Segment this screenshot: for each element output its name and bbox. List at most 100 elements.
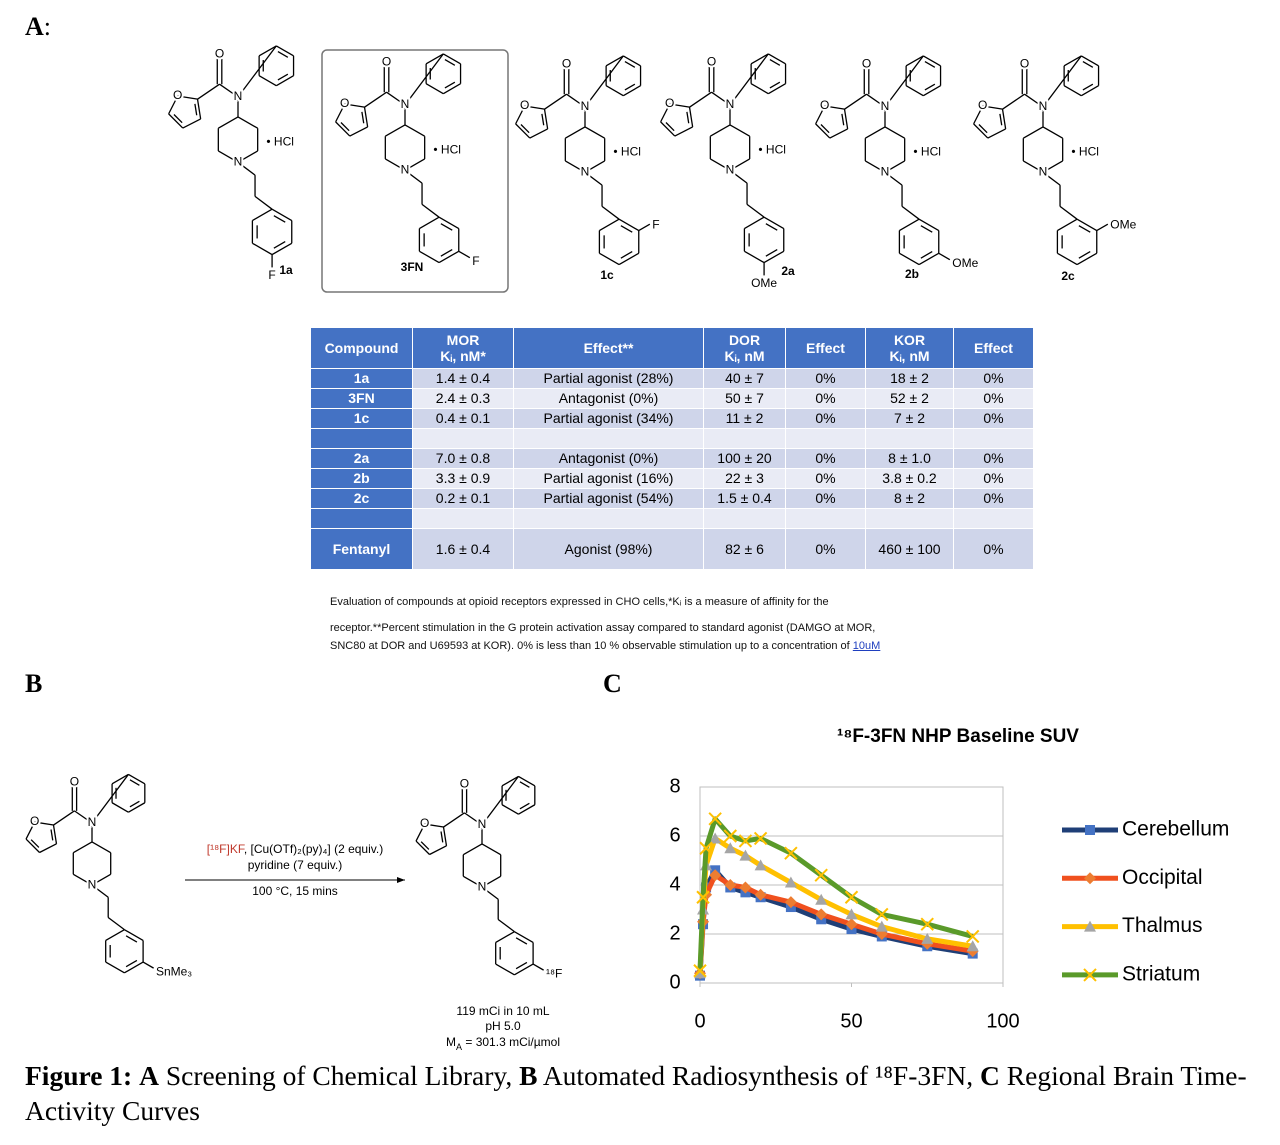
bond: [271, 242, 293, 256]
bond: [763, 250, 785, 264]
bond: [438, 250, 460, 264]
bond: [349, 126, 368, 137]
bond: [884, 126, 906, 139]
bond: [1042, 160, 1064, 173]
compound-label: 3FN: [401, 260, 424, 274]
bond: [515, 105, 526, 125]
y-tick-label: 2: [669, 922, 680, 944]
table-cell: 52 ± 2: [865, 388, 954, 409]
bond: [544, 93, 567, 110]
bond: [237, 116, 259, 129]
atom-label: N: [726, 162, 735, 176]
scheme-text: [¹⁸F]KF, [Cu(OTf)₂(py)₄] (2 equiv.): [207, 842, 383, 856]
header-text: Effect: [974, 339, 1013, 356]
bond: [920, 251, 933, 259]
bond: [1042, 171, 1061, 186]
table-cell: Partial agonist (16%): [513, 468, 704, 489]
y-tick-label: 8: [669, 775, 680, 797]
bond: [419, 216, 440, 230]
blank-cell: [310, 428, 413, 449]
table-cell: 1a: [310, 368, 413, 389]
table-cell: 7 ± 2: [865, 408, 954, 429]
atom-label: N: [581, 164, 590, 178]
bond: [128, 773, 146, 785]
bond: [1042, 55, 1082, 108]
bond: [1063, 85, 1082, 97]
table-caption-line: Evaluation of compounds at opioid recept…: [330, 596, 829, 608]
marker: [965, 929, 980, 944]
bond: [168, 95, 179, 115]
atom-label: N: [401, 97, 410, 111]
marker: [753, 831, 768, 846]
bond: [1059, 205, 1078, 220]
atom-label: N: [234, 154, 243, 168]
bond: [711, 91, 731, 106]
panel-label-a: A: [25, 12, 44, 41]
table-cell: 2c: [310, 488, 413, 509]
bond: [605, 55, 624, 67]
salt-label: • HCl: [613, 145, 641, 159]
substituent-label: OMe: [1110, 218, 1136, 232]
figure-caption-part: Figure 1:: [25, 1060, 133, 1091]
atom-label: N: [1039, 164, 1048, 178]
bond: [217, 150, 239, 163]
header-text: DOR: [728, 331, 761, 348]
bond: [72, 873, 93, 886]
bond: [74, 810, 93, 824]
atom-label: O: [30, 814, 39, 828]
bond: [254, 195, 273, 210]
bond: [415, 823, 426, 842]
bond: [444, 58, 456, 66]
bond: [495, 963, 515, 976]
bond: [404, 124, 426, 137]
bond: [273, 215, 286, 223]
bond: [443, 812, 465, 828]
bond: [440, 223, 453, 231]
bond: [769, 58, 781, 66]
table-cell: 3.3 ± 0.9: [412, 468, 514, 489]
compound-label: 1c: [600, 268, 614, 282]
atom-label: O: [562, 57, 571, 71]
blank-cell: [703, 508, 786, 529]
atom-label: N: [881, 164, 890, 178]
bond: [1002, 93, 1025, 110]
bond: [462, 875, 483, 888]
table-row: 1c 0.4 ± 0.1 Partial agonist (34%) 11 ± 2 0%…: [310, 408, 1034, 429]
bond: [443, 53, 461, 65]
marker: [723, 829, 738, 843]
bond: [125, 935, 138, 943]
marker: [875, 920, 888, 932]
bond: [744, 216, 765, 230]
bond: [464, 812, 483, 826]
bond: [420, 841, 430, 850]
bond: [923, 85, 941, 97]
bond: [729, 158, 751, 171]
salt-label: • HCl: [1071, 145, 1099, 159]
bond: [173, 114, 183, 124]
bond: [515, 961, 528, 970]
bond: [541, 113, 545, 126]
scheme-text-part: A: [456, 1042, 462, 1052]
figure-caption: Figure 1: A Screening of Chemical Librar…: [25, 1058, 1277, 1128]
marker: [699, 841, 713, 855]
legend-marker: [1084, 920, 1096, 932]
atom-label: O: [520, 98, 529, 112]
bond: [584, 160, 606, 173]
x-tick-label: 100: [986, 1010, 1019, 1032]
marker: [844, 890, 859, 904]
bond: [729, 124, 751, 137]
bond: [765, 249, 778, 257]
y-tick-label: 0: [669, 971, 680, 993]
table-cell: 1.5 ± 0.4: [703, 488, 786, 509]
bond: [384, 158, 406, 171]
bond: [1078, 225, 1091, 233]
header-text: Effect: [806, 339, 845, 356]
bond: [624, 60, 636, 68]
bond: [1022, 126, 1044, 139]
marker: [724, 842, 737, 854]
atom-label: O: [862, 57, 871, 71]
atom-label: O: [70, 775, 79, 789]
table-row: 1a 1.4 ± 0.4 Partial agonist (28%) 40 ± 7 0%…: [310, 368, 1034, 389]
blank-cell: [412, 428, 514, 449]
table-row: [310, 428, 1034, 449]
